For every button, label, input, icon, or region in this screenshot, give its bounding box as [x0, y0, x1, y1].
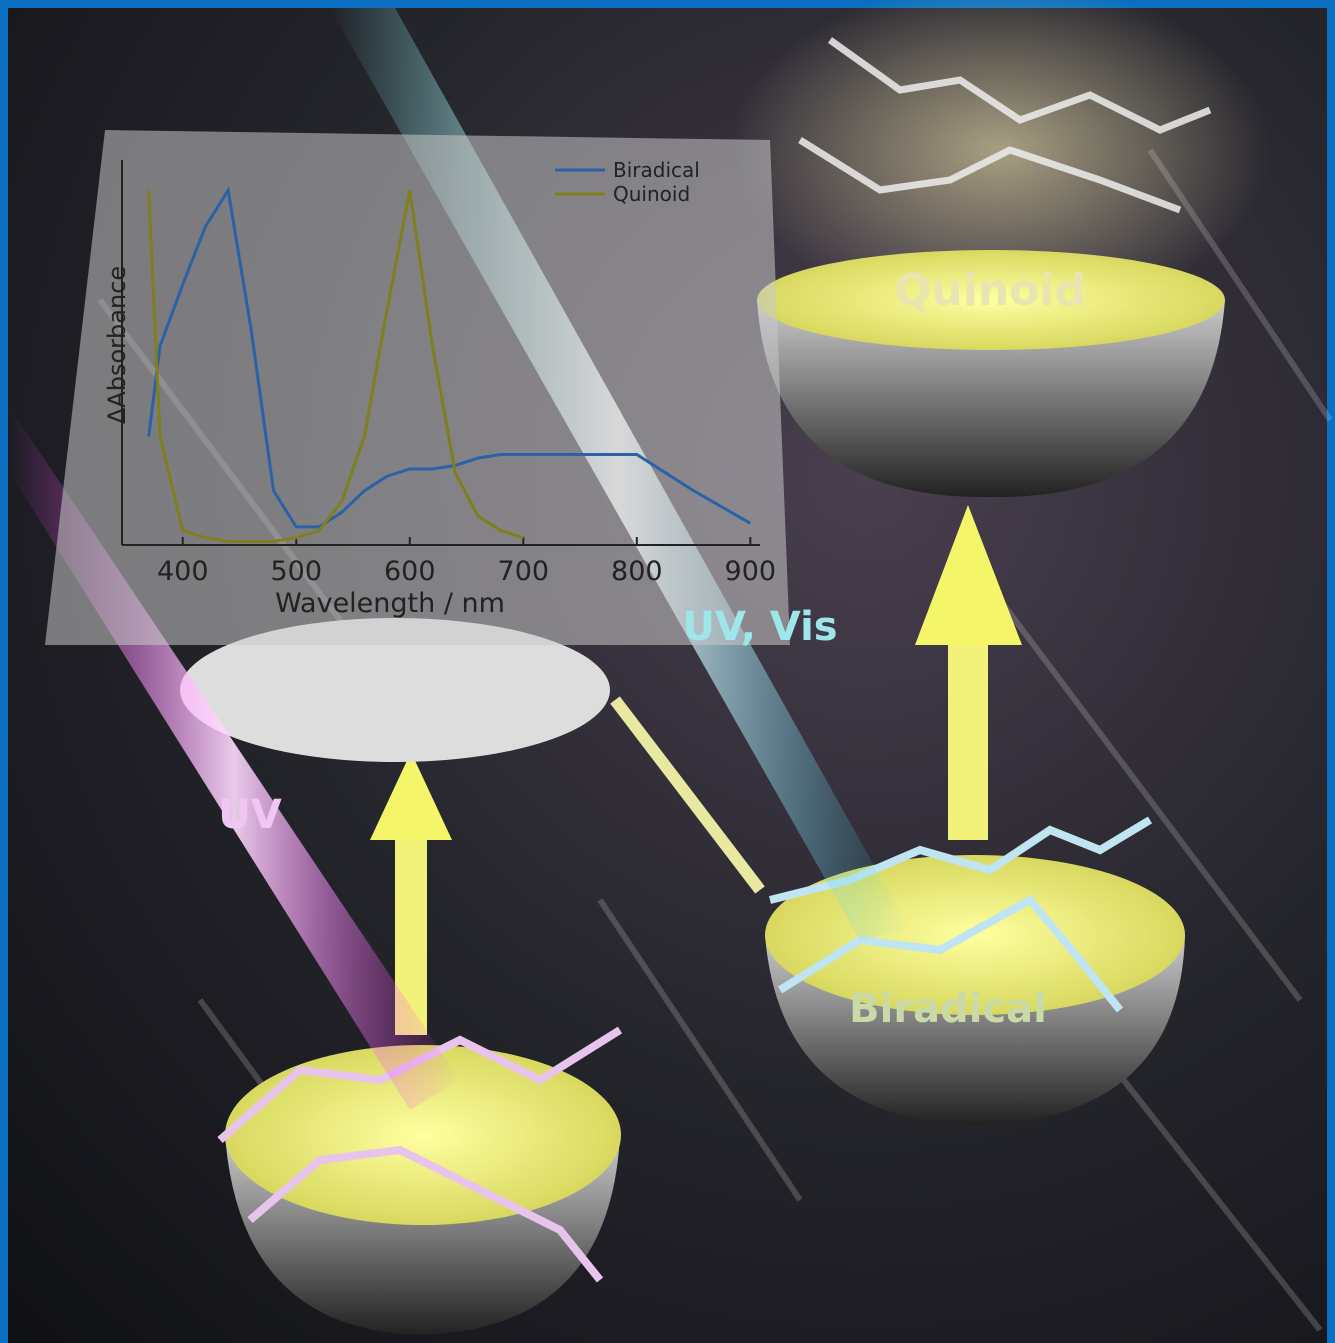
x-tick-label: 600	[384, 556, 436, 587]
quinoid-label: Quinoid	[894, 265, 1086, 316]
arrow-head	[915, 505, 1022, 645]
biradical-label: Biradical	[849, 986, 1047, 1032]
x-tick-label: 700	[498, 556, 550, 587]
arrow	[948, 640, 988, 840]
x-tick-label: 800	[611, 556, 663, 587]
legend-label: Biradical	[613, 158, 700, 182]
bowl-top	[225, 1045, 621, 1225]
molecule	[798, 37, 1212, 214]
chart-panel	[45, 130, 790, 645]
bowl	[757, 300, 1225, 498]
x-axis-label: Wavelength / nm	[275, 588, 505, 619]
legend-label: Quinoid	[613, 182, 690, 206]
arrow-head	[370, 752, 452, 840]
series-line	[147, 190, 524, 543]
series-line	[147, 186, 752, 529]
x-tick-label: 500	[270, 556, 322, 587]
disc	[180, 618, 610, 762]
x-tick-label: 400	[157, 556, 209, 587]
arrow	[610, 696, 765, 894]
y-axis-label: ΔAbsorbance	[103, 266, 131, 424]
x-tick-label: 900	[725, 556, 777, 587]
halo	[730, 0, 1270, 320]
uv-vis-label: UV, Vis	[682, 604, 837, 650]
uv-label: UV	[218, 792, 281, 838]
bowl-top	[757, 250, 1225, 350]
